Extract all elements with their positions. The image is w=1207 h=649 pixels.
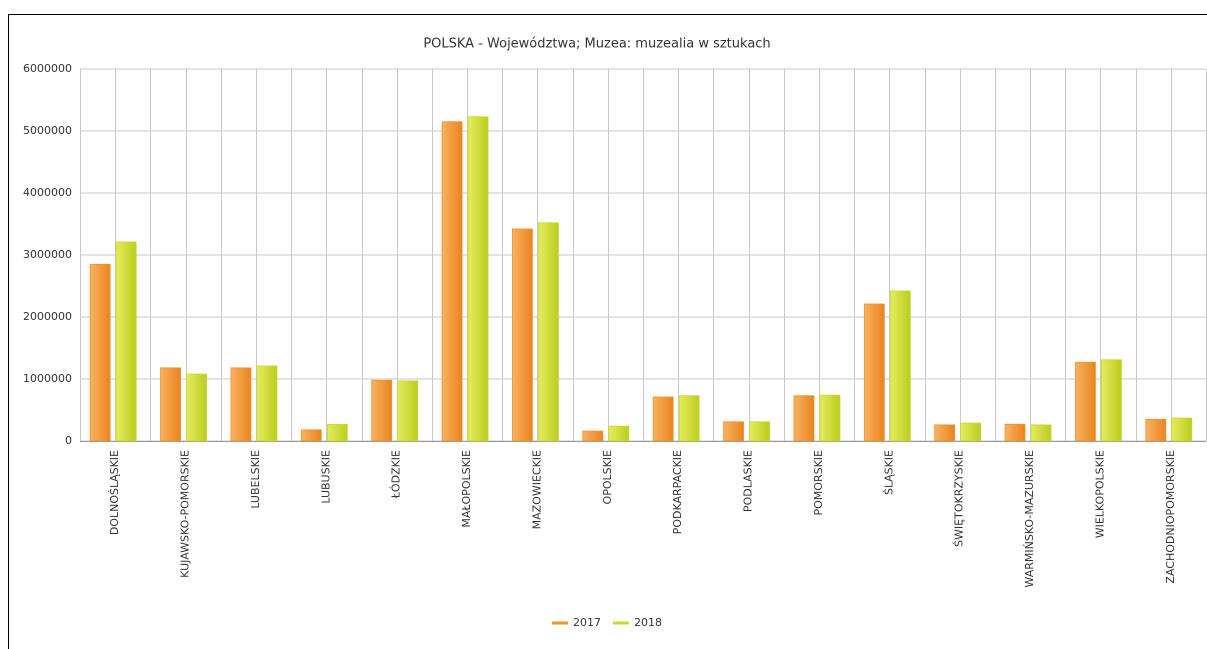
bar xyxy=(934,424,956,442)
x-tick-label: DOLNOŚLĄSKIE xyxy=(108,450,121,535)
x-tick-label: POMORSKIE xyxy=(812,450,825,516)
bar xyxy=(1145,418,1167,442)
legend-label: 2018 xyxy=(634,616,662,629)
bar xyxy=(186,373,207,442)
x-tick-label: MAZOWIECKIE xyxy=(530,450,543,529)
bar xyxy=(889,290,911,442)
bar xyxy=(582,430,604,442)
bar xyxy=(960,422,982,442)
x-tick-label: LUBELSKIE xyxy=(249,450,262,509)
bar xyxy=(1004,423,1026,442)
bar xyxy=(793,395,815,442)
x-tick-label: ŚWIĘTOKRZYSKIE xyxy=(953,450,966,547)
bar xyxy=(608,425,630,442)
bar xyxy=(723,421,744,442)
y-tick-label: 5000000 xyxy=(23,124,72,137)
bar xyxy=(160,367,181,442)
y-tick-label: 0 xyxy=(65,434,72,447)
bar xyxy=(1075,361,1096,442)
x-tick-label: WARMIŃSKO-MAZURSKIE xyxy=(1023,450,1036,588)
x-tick-label: ŚLĄSKIE xyxy=(882,450,895,495)
bar xyxy=(1030,424,1052,442)
y-tick-label: 3000000 xyxy=(23,248,72,261)
bar xyxy=(230,367,252,442)
x-tick-label: WIELKOPOLSKIE xyxy=(1093,450,1106,538)
bar xyxy=(819,394,841,442)
bar xyxy=(1101,359,1122,442)
bar xyxy=(467,116,489,442)
bar xyxy=(538,222,559,442)
bar xyxy=(652,396,674,442)
y-tick-label: 2000000 xyxy=(23,310,72,323)
bar xyxy=(326,423,348,442)
chart-title: POLSKA - Województwa; Muzea: muzealia w … xyxy=(423,37,770,52)
bar xyxy=(863,303,885,442)
bar xyxy=(300,429,322,442)
legend-label: 2017 xyxy=(573,616,601,629)
x-tick-label: OPOLSKIE xyxy=(601,450,614,505)
x-tick-label: ZACHODNIOPOMORSKIE xyxy=(1164,450,1177,584)
x-tick-label: PODLASKIE xyxy=(742,450,755,512)
x-tick-label: PODKARPACKIE xyxy=(671,450,684,534)
bar xyxy=(371,379,393,442)
bar xyxy=(1171,417,1193,442)
y-tick-label: 6000000 xyxy=(23,62,72,75)
y-tick-label: 4000000 xyxy=(23,186,72,199)
bar xyxy=(256,365,278,442)
x-tick-label: MAŁOPOLSKIE xyxy=(460,450,473,528)
x-tick-label: LUBUSKIE xyxy=(319,450,332,504)
y-tick-label: 1000000 xyxy=(23,372,72,385)
x-tick-label: ŁÓDZKIE xyxy=(390,450,403,499)
bar xyxy=(441,121,463,442)
bar xyxy=(678,395,700,442)
bar xyxy=(115,241,137,442)
bar xyxy=(749,421,770,442)
bar xyxy=(397,380,419,442)
bar xyxy=(512,228,533,442)
bar xyxy=(89,263,111,442)
x-tick-label: KUJAWSKO-POMORSKIE xyxy=(179,450,192,578)
